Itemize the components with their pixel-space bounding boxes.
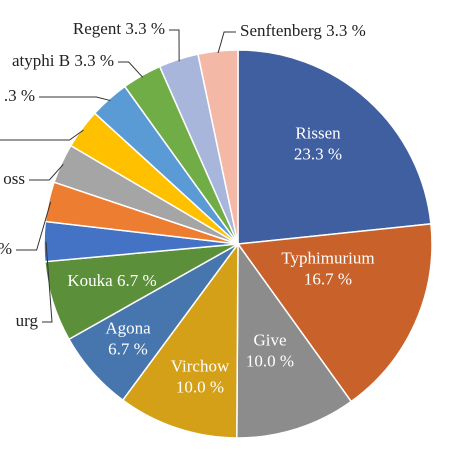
pie-slice [121,241,239,439]
leader-line [217,31,236,54]
slice-label: 10.0 % [176,377,224,396]
slice-label: Rissen [295,123,341,142]
slice-label: Senftenberg 3.3 % [240,21,366,40]
slice-label: Kouka 6.7 % [67,271,156,290]
leader-line [39,96,111,102]
leader-line [118,61,144,78]
slice-label: % [0,239,12,258]
slice-label: 23.3 % [294,144,342,163]
leader-line [0,129,84,141]
leader-line [29,163,64,181]
slice-label: oss [3,169,25,188]
slice-label: 16.7 % [304,269,352,288]
leader-line [169,29,180,62]
slice-label: Agona [105,318,151,337]
slice-label: 10.0 % [246,351,294,370]
leader-line [16,201,52,251]
leader-line [42,241,53,323]
slice-label: 6.7 % [108,339,148,358]
slice-label: atyphi B 3.3 % [12,51,114,70]
slice-label: Regent 3.3 % [73,19,165,38]
slice-label: Give [253,330,286,349]
pie-slice [236,241,353,439]
slice-label: Typhimurium [281,248,374,267]
slice-label: Virchow [171,356,230,375]
slice-label: urg [16,311,39,330]
pie-slice [237,49,432,245]
pie-slice [197,49,239,245]
slice-label: .3 % [4,86,35,105]
pie-slice [236,223,433,403]
